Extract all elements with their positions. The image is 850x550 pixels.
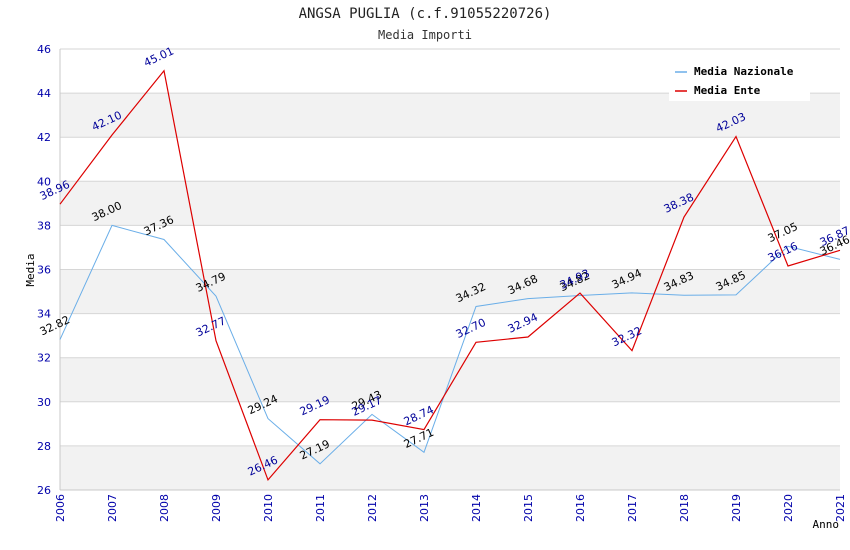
y-tick-label: 26 — [37, 484, 51, 497]
chart-subtitle: Media Importi — [378, 28, 472, 42]
legend: Media Nazionale Media Ente — [669, 60, 810, 101]
legend-box — [669, 60, 810, 101]
y-tick-label: 32 — [37, 352, 51, 365]
x-tick-label: 2010 — [262, 494, 275, 522]
background-band — [60, 137, 840, 182]
y-tick-label: 30 — [37, 396, 51, 409]
series-layer — [59, 69, 841, 482]
y-tick-label: 40 — [37, 175, 51, 188]
x-tick-label: 2011 — [314, 494, 327, 522]
y-tick-label: 42 — [37, 131, 51, 144]
x-tick-label: 2016 — [574, 494, 587, 522]
background-band — [60, 225, 840, 270]
x-tick-label: 2007 — [106, 494, 119, 522]
y-tick-label: 34 — [37, 308, 51, 321]
y-tick-label: 38 — [37, 219, 51, 232]
chart-title: ANGSA PUGLIA (c.f.91055220726) — [299, 6, 552, 22]
background-band — [60, 313, 840, 358]
x-tick-label: 2020 — [782, 494, 795, 522]
x-tick-label: 2013 — [418, 494, 431, 522]
x-tick-label: 2009 — [210, 494, 223, 522]
background-bands — [60, 49, 840, 490]
x-tick-label: 2015 — [522, 494, 535, 522]
background-band — [60, 269, 840, 314]
legend-label-media-nazionale: Media Nazionale — [694, 65, 794, 78]
x-axis-label: Anno — [813, 518, 840, 531]
y-tick-label: 36 — [37, 264, 51, 277]
x-tick-label: 2017 — [626, 494, 639, 522]
x-tick-label: 2018 — [678, 494, 691, 522]
y-tick-label: 28 — [37, 440, 51, 453]
y-tick-labels: 26 28 30 32 34 36 38 40 42 44 46 — [37, 43, 51, 497]
y-axis-label: Media — [24, 253, 37, 286]
background-band — [60, 445, 840, 490]
series-line-media-nazionale — [59, 224, 841, 465]
x-tick-labels: 2006 2007 2008 2009 2010 2011 2012 2013 2014 2015… — [54, 494, 847, 522]
y-tick-label: 44 — [37, 87, 51, 100]
x-tick-label: 2014 — [470, 494, 483, 522]
x-tick-label: 2019 — [730, 494, 743, 522]
axes — [59, 49, 840, 491]
x-tick-label: 2021 — [834, 494, 847, 522]
y-tick-label: 46 — [37, 43, 51, 56]
legend-label-media-ente: Media Ente — [694, 84, 761, 97]
x-tick-label: 2012 — [366, 494, 379, 522]
background-band — [60, 181, 840, 226]
x-tick-label: 2006 — [54, 494, 67, 522]
background-band — [60, 401, 840, 446]
x-tick-label: 2008 — [158, 494, 171, 522]
series-line-media-ente — [59, 69, 841, 482]
